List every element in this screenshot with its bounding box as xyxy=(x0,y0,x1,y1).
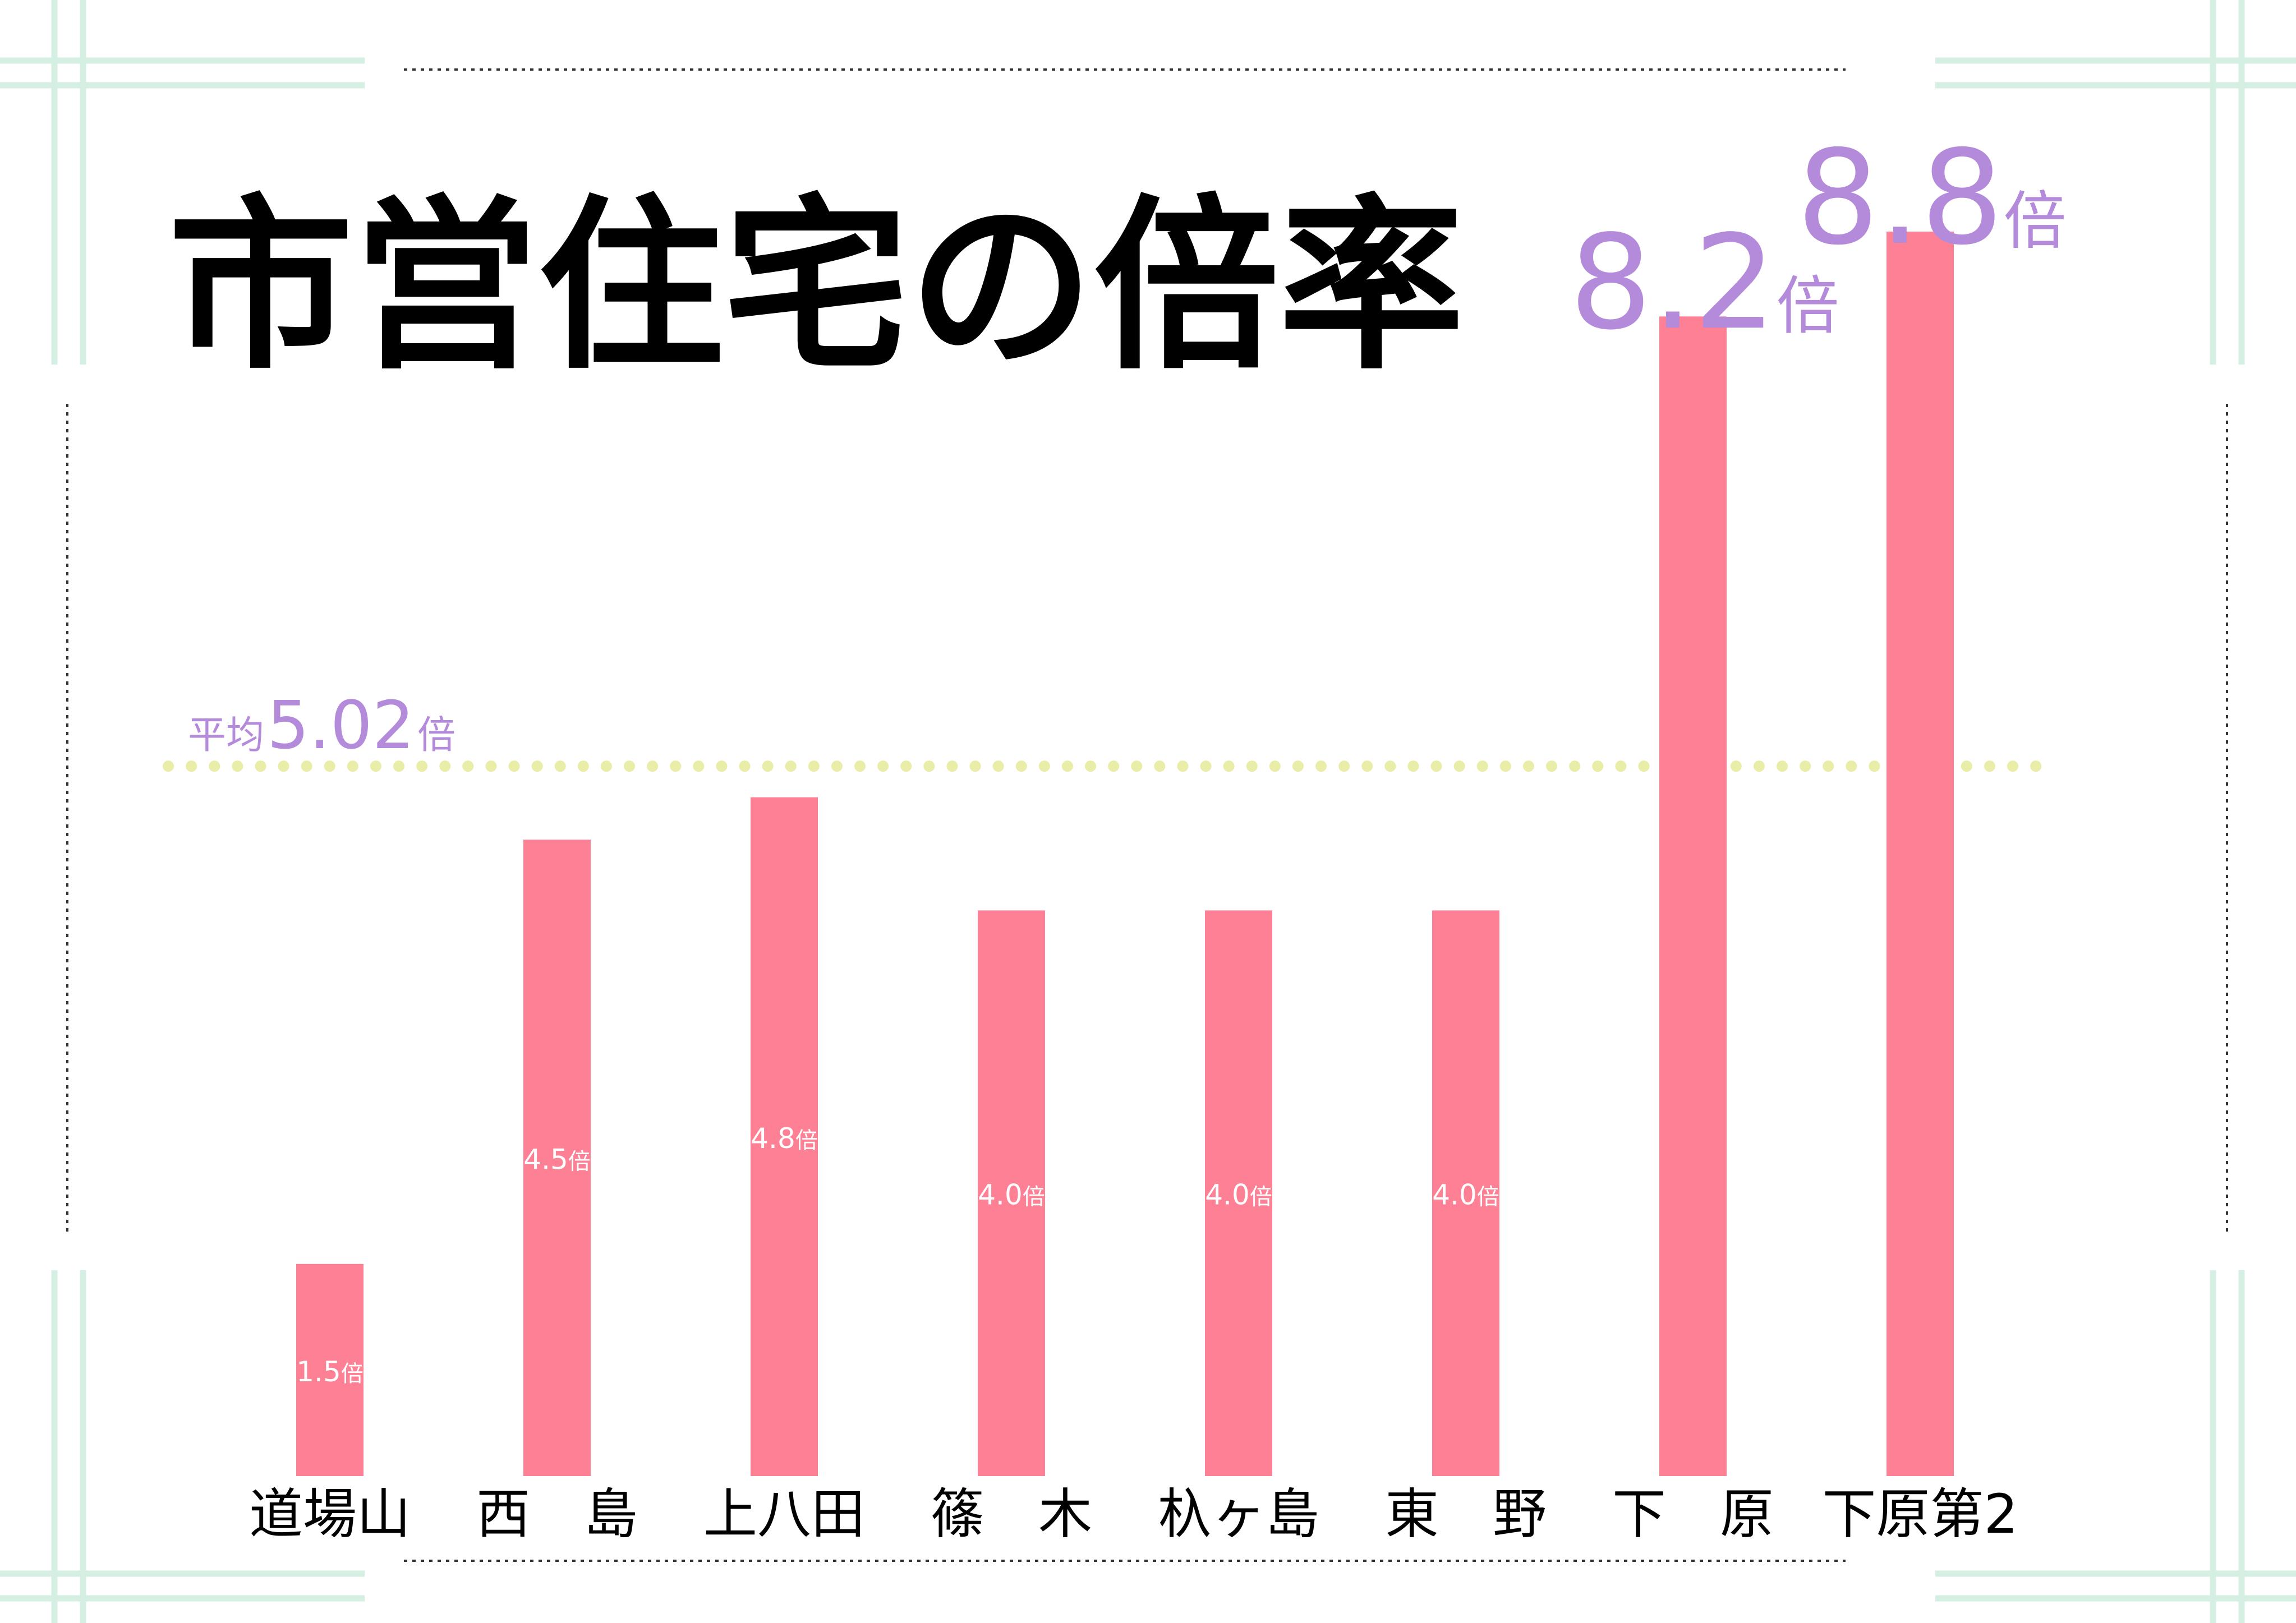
bar-value-unit: 倍 xyxy=(1250,1184,1272,1210)
bar-8 xyxy=(1887,232,1954,1476)
average-prefix: 平均 xyxy=(188,713,264,758)
bar-value-number: 4.5 xyxy=(523,1144,568,1176)
bar-2 xyxy=(523,840,591,1476)
bar-5 xyxy=(1205,910,1272,1476)
bar-value-unit: 倍 xyxy=(1776,270,1839,343)
bar-7 xyxy=(1659,316,1727,1477)
category-label-1: 道場山 xyxy=(249,1483,411,1546)
bar-value-number: 8.8 xyxy=(1797,122,2004,274)
bar-6 xyxy=(1432,910,1499,1476)
chart-title: 市営住宅の倍率 xyxy=(168,179,1464,394)
bar-value-unit: 倍 xyxy=(2003,185,2066,258)
bar-value-unit: 倍 xyxy=(795,1128,818,1154)
bar-value-label-2: 4.5倍 xyxy=(523,1144,591,1176)
bar-value-label-5: 4.0倍 xyxy=(1205,1179,1272,1211)
category-label-3: 上八田 xyxy=(703,1483,865,1546)
average-label: 平均 5.02 倍 xyxy=(188,686,455,764)
bar-value-number: 8.2 xyxy=(1570,207,1777,358)
bar-4 xyxy=(978,910,1045,1476)
category-labels: 道場山 西 島 上八田 篠 木 杁ヶ島 東 野 下 原下原第2 xyxy=(249,1483,2018,1546)
bar-3 xyxy=(751,797,818,1476)
average-value: 5.02 xyxy=(267,686,415,764)
category-label-7: 下 原 xyxy=(1612,1483,1774,1546)
bar-value-unit: 倍 xyxy=(341,1361,364,1387)
bar-value-unit: 倍 xyxy=(1477,1184,1499,1210)
bar-value-number: 1.5 xyxy=(296,1355,341,1388)
bar-1 xyxy=(296,1264,364,1476)
category-label-8: 下原第2 xyxy=(1822,1483,2018,1546)
bar-value-label-8: 8.8倍 xyxy=(1797,122,2067,274)
bar-value-number: 4.8 xyxy=(751,1122,795,1155)
bar-value-label-3: 4.8倍 xyxy=(751,1122,818,1155)
average-unit: 倍 xyxy=(417,713,455,758)
bar-value-number: 4.0 xyxy=(1432,1179,1477,1211)
bar-value-label-1: 1.5倍 xyxy=(296,1355,364,1388)
bar-value-unit: 倍 xyxy=(1023,1184,1045,1210)
category-label-2: 西 島 xyxy=(476,1483,638,1546)
bar-value-label-7: 8.2倍 xyxy=(1570,207,1839,358)
category-label-4: 篠 木 xyxy=(931,1483,1092,1546)
bar-series: 1.5倍4.5倍4.8倍4.0倍 4.0倍 4.0倍8.2倍8.8倍 xyxy=(296,122,2067,1477)
bar-value-label-6: 4.0倍 xyxy=(1432,1179,1499,1211)
bar-value-unit: 倍 xyxy=(568,1149,591,1175)
category-label-5: 杁ヶ島 xyxy=(1158,1483,1319,1546)
bar-value-number: 4.0 xyxy=(1205,1179,1250,1211)
category-label-6: 東 野 xyxy=(1385,1483,1547,1546)
bar-value-number: 4.0 xyxy=(978,1179,1023,1211)
bar-value-label-4: 4.0倍 xyxy=(978,1179,1045,1211)
